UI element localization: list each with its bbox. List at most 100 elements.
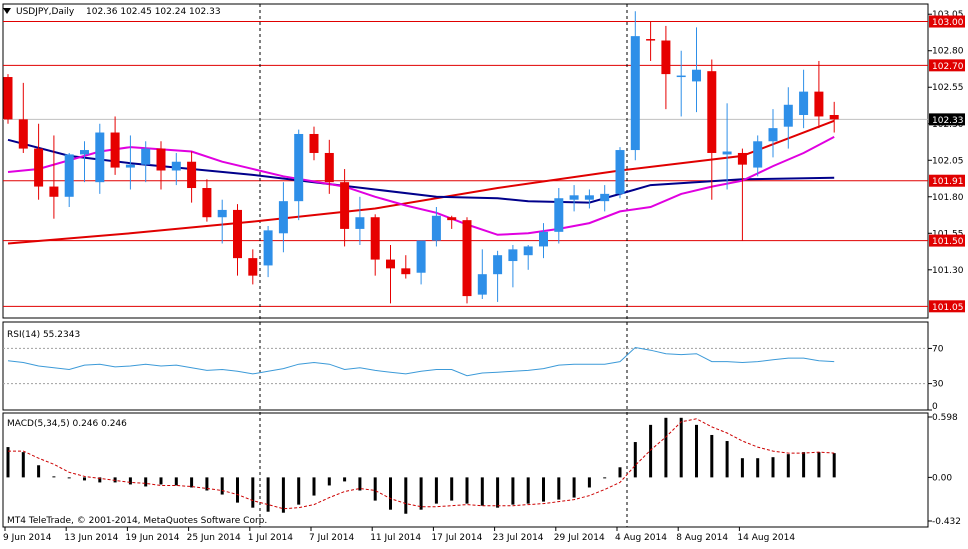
macd-tick-label: -0.432 — [932, 517, 961, 527]
rsi-pane: 70 30 0 — [3, 344, 944, 412]
macd-tick-label: 0.00 — [932, 473, 952, 483]
macd-histogram-bar — [542, 477, 545, 502]
candle-body — [217, 209, 227, 218]
macd-histogram-bar — [756, 458, 760, 478]
rsi-tick-label: 30 — [932, 380, 944, 390]
time-tick-label: 4 Aug 2014 — [615, 533, 667, 543]
horizontal-levels — [3, 21, 928, 307]
level-price-tag-label: 103.00 — [932, 18, 964, 28]
macd-histogram-bar — [450, 477, 454, 501]
level-price-tag — [929, 15, 965, 28]
candle-body — [64, 154, 74, 197]
candle-body — [753, 141, 763, 168]
macd-histogram-bar — [67, 477, 71, 479]
macd-histogram-bar — [144, 477, 148, 487]
time-tick-label: 17 Jul 2014 — [431, 533, 482, 543]
candle-body — [508, 249, 518, 262]
time-tick-label: 23 Jul 2014 — [493, 533, 544, 543]
candle-body — [171, 161, 181, 171]
level-price-tag — [929, 234, 965, 247]
price-tick-label: 102.05 — [932, 156, 964, 166]
macd-histogram-bar — [695, 424, 698, 478]
candle-body — [324, 152, 334, 183]
rsi-title: RSI(14) 55.2343 — [7, 330, 80, 340]
candle-body — [768, 128, 778, 142]
candle-body — [615, 150, 625, 194]
candle-body — [692, 69, 701, 82]
level-price-tag-label: 102.70 — [932, 62, 964, 72]
candle-body — [3, 77, 13, 120]
time-axis: 9 Jun 2014 13 Jun 2014 19 Jun 2014 25 Jun 2… — [3, 527, 795, 543]
macd-histogram-bar — [587, 477, 591, 488]
candle-body — [294, 133, 304, 202]
macd-histogram-bar — [190, 477, 194, 488]
moving-average-line — [7, 136, 835, 236]
macd-histogram-bar — [404, 477, 408, 514]
candle-body — [401, 268, 411, 275]
rsi-pane-frame — [2, 321, 929, 411]
pane-frames — [2, 3, 929, 528]
candle-body — [707, 71, 717, 153]
macd-histogram-bar — [603, 477, 607, 479]
candle-body — [355, 217, 365, 229]
candle-body — [309, 133, 319, 153]
macd-histogram-bar — [480, 477, 484, 506]
macd-histogram-bar — [6, 447, 10, 478]
candle-body — [370, 217, 380, 260]
macd-histogram-bar — [251, 477, 255, 508]
time-tick-label: 29 Jul 2014 — [554, 533, 605, 543]
candle-body — [141, 148, 151, 165]
macd-pane: 0.598 0.00 -0.432 — [6, 413, 961, 527]
macd-histogram-bar — [649, 424, 653, 478]
candle-body — [416, 240, 426, 273]
price-tick-label: 101.30 — [932, 266, 964, 276]
moving-average-line — [7, 138, 835, 204]
copyright-text: MT4 TeleTrade, © 2001-2014, MetaQuotes S… — [7, 516, 267, 526]
candle-body — [95, 132, 105, 183]
macd-histogram-bar — [358, 477, 362, 491]
macd-histogram-bar — [220, 477, 224, 495]
candle-body — [799, 91, 809, 115]
macd-histogram-bar — [281, 477, 285, 513]
candle-body — [523, 246, 533, 256]
macd-histogram-bar — [174, 477, 178, 486]
macd-histogram-bar — [327, 477, 331, 486]
candle-body — [554, 198, 564, 232]
macd-histogram-bar — [740, 458, 744, 478]
candle-body — [646, 39, 656, 41]
collapse-triangle-icon[interactable] — [3, 8, 11, 14]
candle-body — [539, 231, 548, 247]
current-price-tag-label: 102.33 — [932, 116, 964, 126]
macd-histogram-bar — [159, 477, 163, 485]
macd-histogram-bar — [389, 477, 392, 510]
level-price-tag-label: 101.50 — [932, 237, 964, 247]
price-tick-label: 102.80 — [932, 47, 964, 57]
candle-body — [630, 36, 640, 151]
time-tick-label: 19 Jun 2014 — [125, 533, 179, 543]
candle-body — [125, 164, 135, 168]
macd-histogram-bar — [526, 477, 530, 504]
macd-title: MACD(5,34,5) 0.246 0.246 — [7, 419, 127, 429]
level-price-tag — [929, 59, 965, 72]
level-price-tag — [929, 300, 965, 313]
macd-histogram-bar — [266, 477, 270, 512]
macd-histogram-bar — [236, 477, 239, 503]
macd-histogram-bar — [21, 452, 25, 478]
candles — [3, 11, 839, 304]
candle-body — [187, 161, 197, 189]
time-tick-label: 13 Jun 2014 — [64, 533, 118, 543]
macd-histogram-bar — [128, 477, 132, 485]
macd-histogram-bar — [832, 453, 836, 478]
candle-body — [340, 182, 350, 229]
macd-signal-line — [8, 418, 835, 510]
level-price-tag — [929, 174, 965, 187]
level-price-tag-label: 101.05 — [932, 303, 964, 313]
candle-body — [676, 75, 686, 78]
rsi-tick-label: 70 — [932, 344, 944, 354]
candle-body — [584, 195, 594, 200]
macd-histogram-bar — [618, 467, 622, 478]
candle-body — [493, 255, 503, 275]
candle-body — [600, 193, 610, 202]
